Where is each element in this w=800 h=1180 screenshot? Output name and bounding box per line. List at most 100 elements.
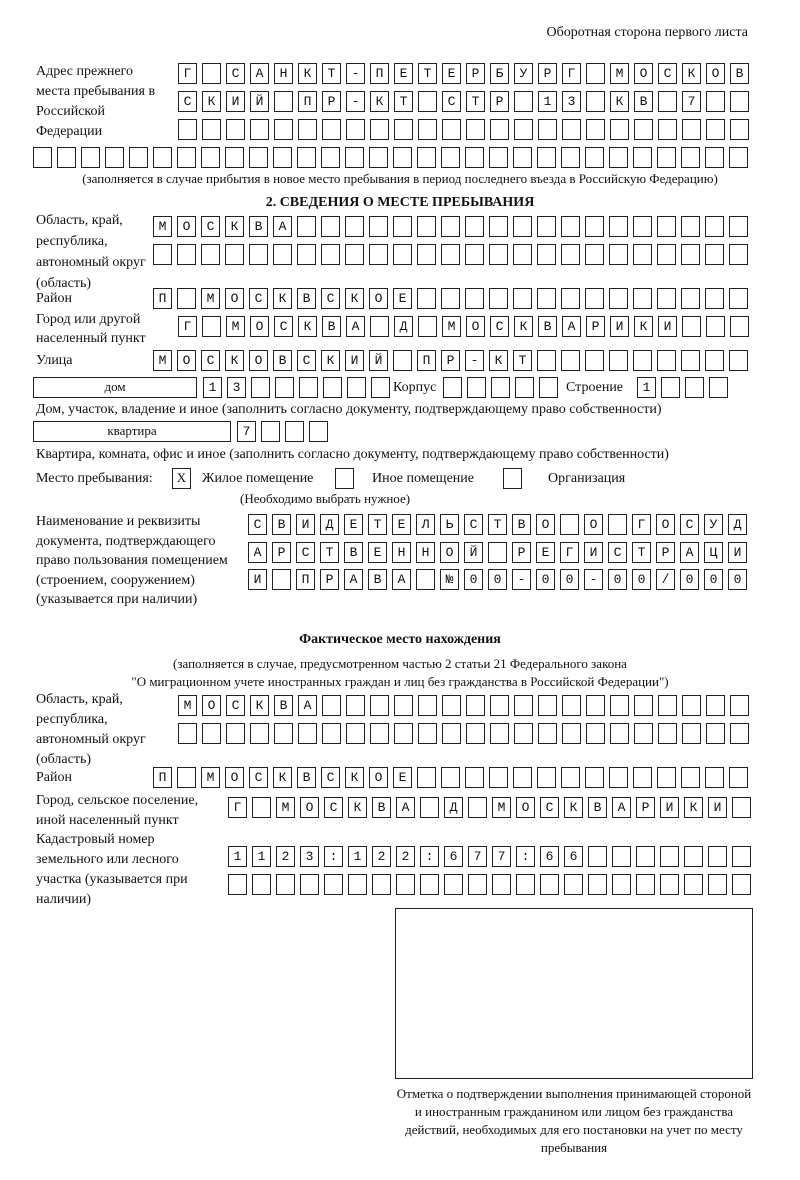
char-cell[interactable] (632, 569, 651, 590)
char-cell[interactable] (633, 767, 652, 788)
char-cell[interactable] (658, 695, 677, 716)
char-cell[interactable] (610, 63, 629, 84)
char-cell[interactable] (514, 695, 533, 716)
char-cell[interactable] (585, 350, 604, 371)
char-cell[interactable] (297, 147, 316, 168)
char-cell[interactable] (177, 216, 196, 237)
char-cell[interactable] (586, 91, 605, 112)
char-cell[interactable] (300, 846, 319, 867)
char-cell[interactable] (348, 846, 367, 867)
char-cell[interactable] (322, 63, 341, 84)
char-cell[interactable] (512, 569, 531, 590)
char-cell[interactable] (588, 797, 607, 818)
char-cell[interactable] (730, 63, 749, 84)
char-cell[interactable] (612, 797, 631, 818)
char-cell[interactable] (540, 874, 559, 895)
char-cell[interactable] (324, 874, 343, 895)
char-cell[interactable] (466, 91, 485, 112)
char-cell[interactable] (490, 91, 509, 112)
char-cell[interactable] (393, 767, 412, 788)
char-cell[interactable] (513, 288, 532, 309)
char-cell[interactable] (441, 767, 460, 788)
char-cell[interactable] (729, 244, 748, 265)
char-cell[interactable] (562, 91, 581, 112)
char-cell[interactable] (490, 723, 509, 744)
char-cell[interactable] (177, 767, 196, 788)
char-cell[interactable] (393, 147, 412, 168)
char-cell[interactable] (584, 569, 603, 590)
char-cell[interactable] (441, 216, 460, 237)
char-cell[interactable] (608, 514, 627, 535)
char-cell[interactable] (272, 514, 291, 535)
char-cell[interactable] (153, 147, 172, 168)
char-cell[interactable] (178, 316, 197, 337)
char-cell[interactable] (346, 91, 365, 112)
char-cell[interactable] (637, 377, 656, 398)
char-cell[interactable] (585, 216, 604, 237)
char-cell[interactable] (729, 350, 748, 371)
char-cell[interactable] (657, 147, 676, 168)
char-cell[interactable] (466, 119, 485, 140)
char-cell[interactable] (612, 846, 631, 867)
char-cell[interactable] (636, 874, 655, 895)
char-cell[interactable] (488, 542, 507, 563)
char-cell[interactable] (153, 216, 172, 237)
char-cell[interactable] (202, 91, 221, 112)
char-cell[interactable] (392, 569, 411, 590)
char-cell[interactable] (394, 723, 413, 744)
char-cell[interactable] (513, 216, 532, 237)
char-cell[interactable] (252, 797, 271, 818)
char-cell[interactable] (250, 91, 269, 112)
char-cell[interactable] (226, 316, 245, 337)
char-cell[interactable] (202, 695, 221, 716)
char-cell[interactable] (393, 244, 412, 265)
char-cell[interactable] (537, 244, 556, 265)
char-cell[interactable] (514, 316, 533, 337)
char-cell[interactable] (249, 767, 268, 788)
char-cell[interactable] (634, 695, 653, 716)
char-cell[interactable] (513, 244, 532, 265)
char-cell[interactable] (539, 377, 558, 398)
char-cell[interactable] (709, 377, 728, 398)
char-cell[interactable] (298, 723, 317, 744)
char-cell[interactable] (324, 846, 343, 867)
char-cell[interactable] (249, 216, 268, 237)
char-cell[interactable] (585, 244, 604, 265)
char-cell[interactable] (465, 767, 484, 788)
char-cell[interactable] (489, 288, 508, 309)
char-cell[interactable] (346, 695, 365, 716)
char-cell[interactable] (705, 288, 724, 309)
char-cell[interactable] (370, 695, 389, 716)
char-cell[interactable] (396, 874, 415, 895)
char-cell[interactable] (680, 542, 699, 563)
char-cell[interactable] (657, 767, 676, 788)
char-cell[interactable] (368, 569, 387, 590)
char-cell[interactable] (513, 350, 532, 371)
previous-address-row-2[interactable]: СКИЙ ПР-КТ СТР 13 КВ 7 (178, 91, 754, 112)
char-cell[interactable] (656, 542, 675, 563)
char-cell[interactable] (394, 695, 413, 716)
char-cell[interactable] (610, 119, 629, 140)
char-cell[interactable] (492, 797, 511, 818)
char-cell[interactable] (416, 542, 435, 563)
char-cell[interactable] (228, 874, 247, 895)
char-cell[interactable] (322, 723, 341, 744)
char-cell[interactable] (732, 874, 751, 895)
char-cell[interactable] (227, 377, 246, 398)
char-cell[interactable] (274, 695, 293, 716)
char-cell[interactable] (252, 874, 271, 895)
char-cell[interactable] (538, 63, 557, 84)
char-cell[interactable] (636, 846, 655, 867)
char-cell[interactable] (660, 846, 679, 867)
char-cell[interactable] (202, 63, 221, 84)
char-cell[interactable] (226, 63, 245, 84)
char-cell[interactable] (465, 147, 484, 168)
char-cell[interactable] (632, 514, 651, 535)
char-cell[interactable] (298, 695, 317, 716)
char-cell[interactable] (636, 797, 655, 818)
char-cell[interactable] (661, 377, 680, 398)
char-cell[interactable] (516, 797, 535, 818)
char-cell[interactable] (465, 244, 484, 265)
char-cell[interactable] (609, 288, 628, 309)
char-cell[interactable] (440, 569, 459, 590)
